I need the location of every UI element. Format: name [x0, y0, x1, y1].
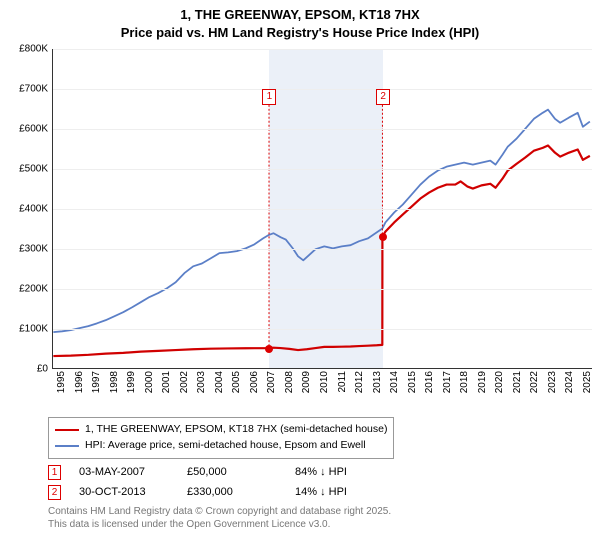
x-tick-label: 2025 [582, 371, 593, 393]
legend-swatch [55, 429, 79, 431]
x-tick-label: 2015 [407, 371, 418, 393]
x-tick-label: 2014 [389, 371, 400, 393]
annotation-delta: 14% ↓ HPI [295, 486, 385, 498]
annotation-date: 03-MAY-2007 [79, 466, 169, 478]
annotation-marker: 2 [48, 485, 61, 500]
annotation-price: £50,000 [187, 466, 277, 478]
x-tick-label: 1996 [74, 371, 85, 393]
x-tick-label: 2018 [459, 371, 470, 393]
footer-attribution: Contains HM Land Registry data © Crown c… [48, 505, 592, 531]
series-hpi [53, 110, 590, 333]
gridline [53, 249, 592, 250]
title-line-1: 1, THE GREENWAY, EPSOM, KT18 7HX [8, 6, 592, 24]
y-tick-label: £200K [8, 284, 48, 295]
marker-2-point [379, 233, 387, 241]
gridline [53, 129, 592, 130]
y-tick-label: £600K [8, 124, 48, 135]
series-price_paid [53, 146, 590, 357]
footer-line-1: Contains HM Land Registry data © Crown c… [48, 505, 592, 518]
footer-line-2: This data is licensed under the Open Gov… [48, 518, 592, 531]
x-tick-label: 2003 [196, 371, 207, 393]
x-tick-label: 1997 [91, 371, 102, 393]
y-tick-label: £700K [8, 84, 48, 95]
y-tick-label: £0 [8, 364, 48, 375]
x-tick-label: 1999 [126, 371, 137, 393]
y-tick-label: £300K [8, 244, 48, 255]
y-tick-label: £400K [8, 204, 48, 215]
x-tick-label: 2005 [231, 371, 242, 393]
annotation-row: 1 03-MAY-2007 £50,000 84% ↓ HPI [48, 465, 592, 480]
annotation-date: 30-OCT-2013 [79, 486, 169, 498]
annotation-delta: 84% ↓ HPI [295, 466, 385, 478]
y-tick-label: £100K [8, 324, 48, 335]
gridline [53, 169, 592, 170]
x-tick-label: 2000 [144, 371, 155, 393]
legend-item: HPI: Average price, semi-detached house,… [55, 438, 387, 454]
legend: 1, THE GREENWAY, EPSOM, KT18 7HX (semi-d… [48, 417, 394, 459]
annotation-marker: 1 [48, 465, 61, 480]
x-tick-label: 1995 [56, 371, 67, 393]
x-tick-label: 2022 [529, 371, 540, 393]
x-tick-label: 2012 [354, 371, 365, 393]
x-tick-label: 2024 [564, 371, 575, 393]
x-tick-label: 2023 [547, 371, 558, 393]
annotation-table: 1 03-MAY-2007 £50,000 84% ↓ HPI 2 30-OCT-2013… [48, 465, 592, 500]
y-tick-label: £500K [8, 164, 48, 175]
x-tick-label: 2010 [319, 371, 330, 393]
x-tick-label: 2007 [266, 371, 277, 393]
legend-item: 1, THE GREENWAY, EPSOM, KT18 7HX (semi-d… [55, 422, 387, 438]
marker-2-label: 2 [376, 89, 390, 105]
x-tick-label: 2020 [494, 371, 505, 393]
chart-container: 1, THE GREENWAY, EPSOM, KT18 7HX Price p… [0, 0, 600, 560]
annotation-row: 2 30-OCT-2013 £330,000 14% ↓ HPI [48, 485, 592, 500]
x-tick-label: 2011 [337, 371, 348, 393]
annotation-price: £330,000 [187, 486, 277, 498]
legend-swatch [55, 445, 79, 447]
title-line-2: Price paid vs. HM Land Registry's House … [8, 24, 592, 42]
y-tick-label: £800K [8, 44, 48, 55]
gridline [53, 329, 592, 330]
plot-region: 12 [52, 49, 592, 369]
x-tick-label: 2006 [249, 371, 260, 393]
gridline [53, 89, 592, 90]
x-tick-label: 2009 [301, 371, 312, 393]
marker-1-point [265, 345, 273, 353]
legend-label: 1, THE GREENWAY, EPSOM, KT18 7HX (semi-d… [85, 422, 387, 438]
x-tick-label: 2001 [161, 371, 172, 393]
marker-1-label: 1 [262, 89, 276, 105]
chart-area: 12 £0£100K£200K£300K£400K£500K£600K£700K… [8, 45, 592, 415]
x-tick-label: 1998 [109, 371, 120, 393]
x-tick-label: 2004 [214, 371, 225, 393]
chart-title: 1, THE GREENWAY, EPSOM, KT18 7HX Price p… [8, 6, 592, 41]
x-tick-label: 2013 [372, 371, 383, 393]
x-tick-label: 2002 [179, 371, 190, 393]
x-tick-label: 2019 [477, 371, 488, 393]
x-tick-label: 2017 [442, 371, 453, 393]
x-tick-label: 2021 [512, 371, 523, 393]
legend-label: HPI: Average price, semi-detached house,… [85, 438, 366, 454]
gridline [53, 209, 592, 210]
gridline [53, 49, 592, 50]
x-tick-label: 2008 [284, 371, 295, 393]
gridline [53, 289, 592, 290]
x-tick-label: 2016 [424, 371, 435, 393]
